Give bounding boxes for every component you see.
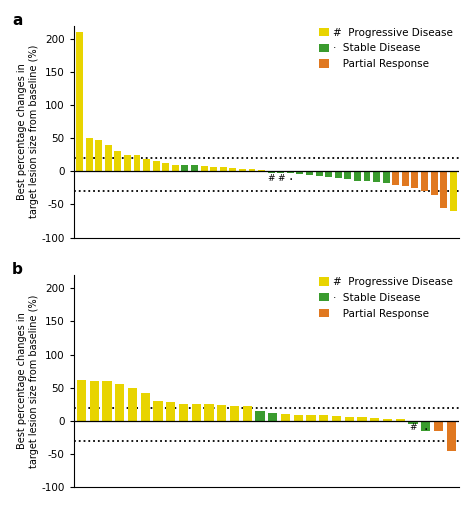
Text: ·: · — [288, 173, 292, 187]
Bar — [210, 167, 217, 171]
Bar — [402, 171, 409, 186]
Bar — [383, 171, 390, 183]
Legend: #  Progressive Disease, ·  Stable Disease,    Partial Response: # Progressive Disease, · Stable Disease,… — [319, 276, 454, 320]
Bar — [354, 171, 361, 181]
Bar — [364, 171, 371, 181]
Text: #: # — [277, 174, 284, 183]
Bar — [294, 415, 303, 421]
Bar — [115, 385, 124, 421]
Bar — [217, 405, 226, 421]
Bar — [90, 381, 99, 421]
Bar — [440, 171, 447, 208]
Bar — [162, 164, 169, 171]
Bar — [373, 171, 380, 182]
Bar — [95, 140, 102, 171]
Bar — [307, 416, 316, 421]
Bar — [409, 421, 418, 424]
Bar — [230, 405, 239, 421]
Bar — [306, 171, 313, 175]
Bar — [76, 33, 83, 171]
Bar — [411, 171, 419, 188]
Bar — [258, 170, 265, 171]
Bar — [172, 165, 179, 171]
Bar — [105, 145, 112, 171]
Bar — [296, 171, 303, 174]
Bar — [153, 162, 160, 171]
Bar — [248, 169, 255, 171]
Bar — [86, 138, 92, 171]
Bar — [255, 411, 264, 421]
Bar — [345, 417, 354, 421]
Bar — [431, 171, 438, 195]
Bar — [239, 169, 246, 171]
Bar — [421, 421, 430, 431]
Bar — [182, 165, 188, 171]
Text: ·: · — [424, 423, 428, 437]
Bar — [268, 171, 274, 173]
Legend: #  Progressive Disease, ·  Stable Disease,    Partial Response: # Progressive Disease, · Stable Disease,… — [319, 26, 454, 70]
Bar — [154, 401, 163, 421]
Bar — [434, 421, 443, 431]
Bar — [128, 388, 137, 421]
Bar — [421, 171, 428, 191]
Text: a: a — [12, 13, 23, 28]
Bar — [220, 168, 227, 171]
Bar — [143, 160, 150, 171]
Bar — [191, 166, 198, 171]
Bar — [141, 393, 150, 421]
Text: #: # — [267, 174, 275, 183]
Bar — [281, 414, 290, 421]
Bar — [166, 402, 175, 421]
Bar — [447, 421, 456, 451]
Bar — [179, 403, 188, 421]
Bar — [383, 419, 392, 421]
Bar — [243, 406, 252, 421]
Bar — [345, 171, 351, 179]
Bar — [370, 418, 379, 421]
Bar — [332, 416, 341, 421]
Text: #: # — [410, 424, 417, 432]
Bar — [325, 171, 332, 177]
Bar — [268, 413, 277, 421]
Bar — [316, 171, 322, 176]
Bar — [396, 420, 405, 421]
Y-axis label: Best percentage changes in
target lesion size from baseline (%): Best percentage changes in target lesion… — [17, 45, 38, 218]
Bar — [392, 171, 399, 184]
Bar — [124, 155, 131, 171]
Bar — [191, 404, 201, 421]
Bar — [277, 171, 284, 173]
Text: b: b — [12, 262, 23, 277]
Bar — [357, 418, 367, 421]
Bar — [450, 171, 457, 211]
Bar — [335, 171, 342, 178]
Bar — [77, 379, 86, 421]
Bar — [204, 404, 214, 421]
Bar — [229, 168, 237, 171]
Bar — [319, 416, 328, 421]
Bar — [134, 155, 140, 171]
Y-axis label: Best percentage changes in
target lesion size from baseline (%): Best percentage changes in target lesion… — [17, 294, 38, 468]
Bar — [114, 151, 121, 171]
Bar — [201, 166, 208, 171]
Bar — [102, 381, 111, 421]
Bar — [287, 171, 294, 173]
